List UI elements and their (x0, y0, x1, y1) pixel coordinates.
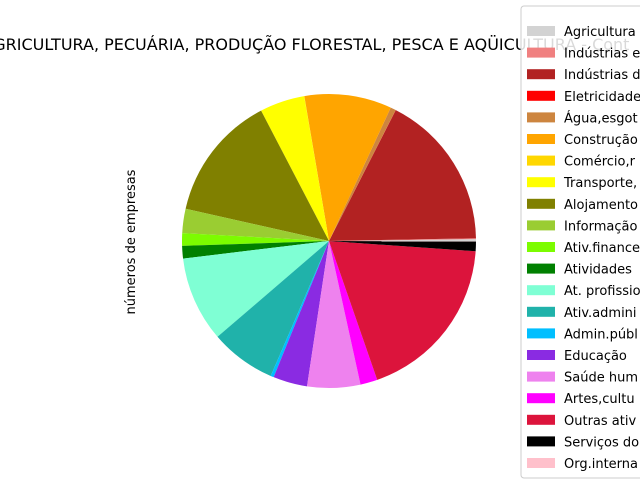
legend-label: Construção (564, 133, 638, 148)
legend-label: Ativ.admini (564, 306, 637, 321)
legend-swatch (527, 350, 555, 360)
legend-swatch (527, 177, 555, 187)
legend-label: Alojamento (564, 198, 638, 213)
legend-swatch (527, 328, 555, 338)
legend-swatch (527, 307, 555, 317)
legend-label: Admin.públ (564, 327, 638, 342)
legend-label: Educação (564, 349, 627, 364)
legend-swatch (527, 458, 555, 468)
legend-swatch (527, 48, 555, 58)
legend-swatch (527, 393, 555, 403)
legend-label: At. profissio (564, 284, 640, 299)
legend-label: Serviços do (564, 435, 639, 450)
legend-label: Comércio,r (564, 155, 636, 170)
y-axis-label: números de empresas (124, 169, 139, 314)
legend-label: Transporte, (563, 176, 637, 191)
legend-swatch (527, 220, 555, 230)
legend-label: Ativ.finance (564, 241, 640, 256)
legend-swatch (527, 26, 555, 36)
legend-swatch (527, 134, 555, 144)
legend-label: Eletricidade (564, 90, 640, 105)
legend-swatch (527, 91, 555, 101)
legend-label: Indústrias d (564, 68, 640, 83)
legend-label: Agricultura (564, 25, 636, 40)
legend-swatch (527, 264, 555, 274)
legend-swatch (527, 69, 555, 79)
legend-label: Outras ativ (564, 414, 636, 429)
legend-label: Artes,cultu (564, 392, 635, 407)
legend-label: Indústrias e (564, 47, 640, 62)
legend-label: Saúde hum (564, 371, 638, 386)
legend-swatch (527, 372, 555, 382)
legend-label: Água,esgot (564, 110, 638, 126)
legend-swatch (527, 199, 555, 209)
legend-swatch (527, 285, 555, 295)
legend-label: Org.interna (564, 457, 638, 472)
legend-swatch (527, 436, 555, 446)
legend-swatch (527, 242, 555, 252)
legend-swatch (527, 156, 555, 166)
legend-label: Atividades (564, 263, 632, 278)
legend-swatch (527, 112, 555, 122)
pie-slices (182, 94, 476, 388)
legend: Agricultura Indústrias e Indústrias d Eletr… (521, 6, 640, 478)
legend-label: Informação (564, 219, 637, 234)
legend-swatch (527, 415, 555, 425)
